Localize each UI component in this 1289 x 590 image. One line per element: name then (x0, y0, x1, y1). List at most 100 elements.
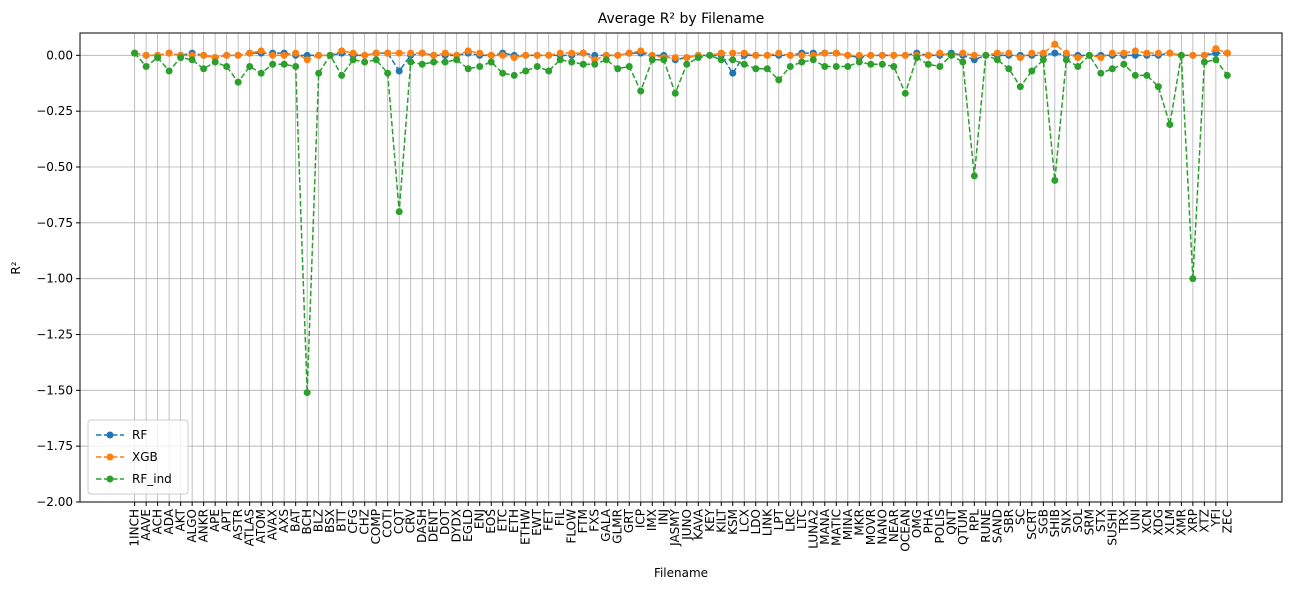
x-tick-label: ETH (507, 509, 521, 533)
data-point (142, 51, 150, 59)
y-tick-label: −1.75 (36, 439, 73, 453)
data-point (1120, 49, 1128, 57)
data-point (338, 47, 346, 55)
data-point (257, 47, 265, 55)
x-tick-label: ICP (634, 509, 648, 528)
data-point (1051, 176, 1059, 184)
y-tick-label: −0.25 (36, 104, 73, 118)
x-tick-label: GRT (622, 508, 636, 533)
x-tick-label: EGLD (461, 509, 475, 542)
data-point (1039, 49, 1047, 57)
x-tick-label: BAT (289, 508, 303, 532)
data-point (706, 51, 714, 59)
x-tick-label: SAND (990, 509, 1004, 543)
x-tick-label: UNI (1128, 509, 1142, 530)
data-point (154, 54, 162, 62)
x-tick-label: LDO (749, 509, 763, 534)
data-point (407, 58, 415, 66)
data-point (855, 58, 863, 66)
data-point (579, 49, 587, 57)
x-tick-label: KAVA (691, 508, 705, 540)
grid (80, 33, 1282, 503)
data-point (637, 87, 645, 95)
legend-box (87, 419, 189, 495)
data-point (1028, 49, 1036, 57)
x-tick-label: SC (1013, 509, 1027, 525)
x-tick-label: DENT (427, 508, 441, 542)
data-point (1131, 47, 1139, 55)
x-tick-label: DYDX (450, 509, 464, 542)
x-tick-label: FET (542, 508, 556, 530)
data-point (1212, 45, 1220, 53)
data-point (740, 60, 748, 68)
data-point (292, 63, 300, 70)
x-tick-label: APT (220, 508, 234, 531)
x-tick-label: XCN (1140, 509, 1154, 534)
data-point (246, 49, 254, 57)
data-point (395, 67, 403, 75)
data-point (1051, 40, 1059, 48)
x-tick-label: EWT (530, 508, 544, 535)
data-point (533, 63, 541, 70)
x-tick-label: CRV (404, 508, 418, 533)
data-point (269, 51, 277, 59)
data-point (1028, 67, 1036, 75)
data-point (1062, 56, 1070, 64)
data-point (717, 49, 725, 57)
data-point (303, 56, 311, 64)
x-tick-label: MINA (841, 508, 855, 540)
data-point (970, 51, 978, 59)
data-point (395, 49, 403, 57)
data-point (901, 51, 909, 59)
data-point (1177, 51, 1185, 59)
x-tick-label: XDG (1151, 509, 1165, 536)
data-point (349, 49, 357, 57)
y-tick-label: −0.75 (36, 216, 73, 230)
data-point (1200, 51, 1208, 59)
data-point (177, 54, 185, 62)
y-tick-label: −0.50 (36, 160, 73, 174)
data-point (315, 51, 323, 59)
x-tick-label: CHZ (358, 509, 372, 535)
data-point (257, 69, 265, 77)
data-point (1212, 56, 1220, 64)
x-tick-label: INJ (657, 509, 671, 525)
x-tick-label: FTM (576, 509, 590, 533)
legend-label: RF (132, 428, 147, 442)
data-point (982, 51, 990, 59)
data-point (1005, 49, 1013, 57)
data-point (637, 47, 645, 55)
data-point (395, 208, 403, 216)
data-point (1074, 63, 1082, 70)
data-point (211, 58, 219, 66)
data-point (901, 89, 909, 97)
data-point (315, 69, 323, 77)
x-tick-label: ALGO (185, 509, 199, 543)
data-point (890, 63, 898, 70)
data-point (1131, 71, 1139, 79)
data-point (1223, 71, 1231, 79)
legend-label: RF_ind (132, 472, 172, 486)
x-tick-label: LTC (795, 509, 809, 529)
data-point (361, 51, 369, 59)
data-point (890, 51, 898, 59)
data-point (878, 51, 886, 59)
x-tick-label: XLM (1163, 509, 1177, 534)
data-point (1223, 49, 1231, 57)
x-tick-label: AVAX (266, 509, 280, 540)
data-point (349, 56, 357, 64)
data-point (763, 65, 771, 73)
x-tick-label: LCX (737, 509, 751, 532)
series-line (134, 52, 1228, 393)
data-point (913, 54, 921, 62)
x-tick-label: QNT (944, 508, 958, 534)
data-point (1154, 83, 1162, 91)
data-point (694, 54, 702, 62)
data-point (131, 49, 139, 57)
data-point (614, 65, 622, 73)
data-point (740, 49, 748, 57)
data-point (453, 56, 461, 64)
data-point (188, 56, 196, 64)
data-point (1005, 65, 1013, 73)
